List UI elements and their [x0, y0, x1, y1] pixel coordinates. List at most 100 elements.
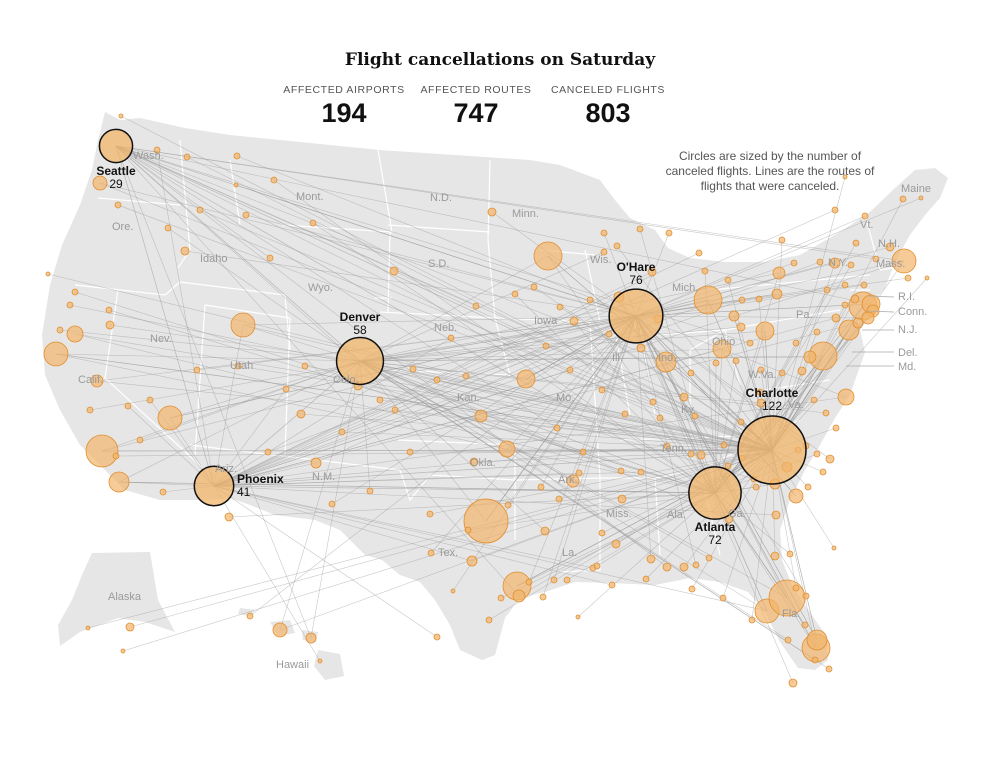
airport-bubble [770, 551, 780, 561]
route-line [533, 286, 773, 451]
airport-bubble [71, 288, 79, 296]
route-line [359, 356, 811, 362]
airport-bubble [164, 224, 172, 232]
route-line [196, 315, 637, 371]
airport-bubble [636, 225, 644, 233]
state-labels: Wash. Ore. Idaho Mont. Wyo. Nev. Calif. … [78, 150, 931, 671]
route-line [516, 492, 716, 587]
route-line [186, 156, 773, 451]
route-line [714, 289, 828, 494]
route-line [577, 492, 716, 618]
airport-bubble [542, 342, 550, 350]
airport-bubble [891, 248, 917, 274]
route-line [213, 345, 547, 487]
route-line [341, 431, 773, 451]
airport-bubble [366, 487, 374, 495]
airport-bubble [66, 325, 84, 343]
state-label: Wis. [590, 254, 611, 266]
airport-bubble [832, 424, 840, 432]
airport-bubble [409, 365, 417, 373]
airport-bubble [665, 229, 673, 237]
airport-bubble [146, 396, 154, 404]
state-label: Maine [901, 183, 931, 195]
hub-count-label: 122 [762, 399, 782, 413]
airport-bubble [712, 359, 720, 367]
hub-name-label: Seattle [96, 164, 136, 178]
airport-bubble [825, 665, 833, 673]
route-line [245, 214, 637, 317]
airport-bubble [687, 450, 695, 458]
airport-bubble [860, 281, 868, 289]
airport-bubble [497, 594, 505, 602]
route-line [213, 485, 768, 612]
airport-bubble [822, 409, 830, 417]
airport-bubble [831, 545, 837, 551]
airport-bubble [264, 448, 272, 456]
airport-bubbles [43, 113, 930, 688]
airport-bubble [719, 594, 727, 602]
airport-bubble [724, 462, 732, 470]
airport-bubble [575, 614, 581, 620]
route-line [115, 145, 877, 260]
airport-bubble [852, 317, 864, 329]
land-layer [42, 112, 948, 680]
airport-bubble [92, 175, 108, 191]
route-line [59, 329, 361, 362]
airport-bubble [720, 441, 728, 449]
airport-bubble [617, 467, 625, 475]
airport-bubble [918, 195, 924, 201]
route-line [117, 204, 773, 451]
route-line [115, 145, 743, 459]
airport-bubble [841, 281, 849, 289]
state-label: N.J. [898, 324, 918, 336]
stat-affected-routes: AFFECTED ROUTES 747 [401, 84, 551, 129]
hub-bubble-seattle [98, 128, 134, 164]
airport-bubble [516, 369, 536, 389]
hub-name-label: O'Hare [617, 260, 656, 274]
route-line [771, 176, 846, 451]
route-line [213, 445, 668, 487]
airport-bubble [636, 343, 646, 353]
state-label: Mich. [672, 282, 698, 294]
airport-bubble [728, 310, 740, 322]
airport-bubble [472, 302, 480, 310]
route-line [359, 360, 626, 415]
airport-bubble [193, 366, 201, 374]
airport-bubble [124, 402, 132, 410]
route-line [273, 179, 716, 494]
airport-bubble [662, 562, 672, 572]
airport-bubble [234, 362, 242, 370]
route-line [491, 211, 637, 317]
airport-bubble [598, 529, 606, 537]
airport-bubble [691, 412, 699, 420]
airport-bubble [797, 366, 807, 376]
route-line [359, 360, 710, 559]
state-label: Hawaii [276, 659, 309, 671]
state-label: Ky. [681, 404, 696, 416]
airport-bubble [537, 483, 545, 491]
airport-bubble [598, 386, 606, 394]
route-line [213, 315, 637, 487]
airport-bubble [823, 286, 831, 294]
hub-count-label: 58 [353, 323, 367, 337]
route-line [115, 145, 361, 362]
airport-bubble [180, 246, 190, 256]
hub-bubbles [98, 128, 807, 520]
stat-label: CANCELED FLIGHTS [550, 84, 666, 96]
airport-bubble [693, 285, 723, 315]
route-line [101, 315, 637, 452]
airport-bubble [469, 457, 479, 467]
hawaii-island-4 [314, 650, 344, 680]
airport-bubble [120, 648, 126, 654]
stat-affected-airports: AFFECTED AIRPORTS 194 [269, 84, 419, 129]
route-line [115, 145, 215, 487]
airport-bubble [842, 174, 848, 180]
route-line [500, 492, 716, 599]
airport-bubble [566, 474, 580, 488]
airport-bubble [755, 295, 763, 303]
state-label: Wash. [133, 150, 164, 162]
airport-bubble [310, 457, 322, 469]
hub-bubble-denver [335, 336, 385, 386]
state-label: Fla. [782, 608, 800, 620]
state-label: Okla. [470, 457, 496, 469]
